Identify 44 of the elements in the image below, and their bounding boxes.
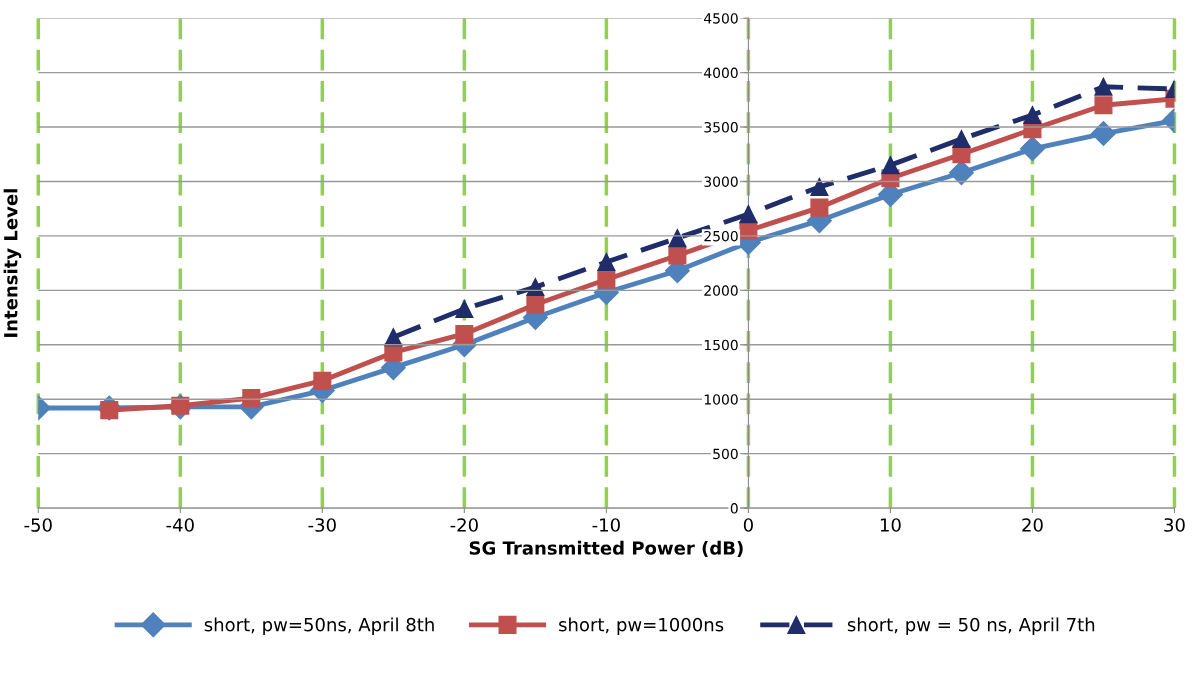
point: [313, 371, 332, 390]
x-tick-label: -40: [166, 518, 194, 532]
x-tick-label: -50: [24, 518, 52, 532]
y-tick-label: 4000: [704, 67, 738, 79]
point: [455, 299, 474, 318]
point: [881, 156, 900, 175]
y-tick-label: 2500: [704, 230, 738, 242]
point: [1094, 96, 1113, 115]
point: [597, 270, 616, 289]
y-tick-label: 1000: [704, 394, 738, 405]
x-tick-label: -30: [308, 518, 336, 532]
x-tick-label: 30: [1164, 518, 1185, 532]
point: [810, 198, 829, 217]
y-tick-label: 0: [730, 503, 738, 514]
y-tick-label: 2000: [704, 285, 738, 296]
x-tick-label: -10: [592, 518, 620, 532]
y-tick-label: 3500: [704, 122, 738, 133]
point: [948, 160, 974, 186]
y-tick-label: 4500: [704, 13, 738, 24]
point: [526, 295, 545, 314]
legend-label: short, pw = 50 ns, April 7th: [847, 617, 1095, 635]
point: [597, 253, 616, 272]
point: [1023, 106, 1042, 125]
y-tick-label: 500: [713, 448, 738, 460]
point: [668, 229, 687, 248]
x-tick-label: -20: [450, 518, 478, 532]
y-tick-label: 3000: [704, 176, 738, 187]
point: [668, 246, 687, 265]
point: [526, 278, 545, 297]
point: [739, 205, 758, 224]
x-tick-label: 0: [743, 518, 753, 532]
x-axis-title: SG Transmitted Power (dB): [469, 540, 743, 557]
point: [810, 177, 829, 196]
x-tick-label: 20: [1022, 518, 1043, 532]
point: [1094, 77, 1113, 96]
point: [1019, 136, 1045, 162]
point: [242, 389, 261, 408]
point: [455, 324, 474, 343]
y-tick-label: 1500: [704, 339, 738, 351]
legend-label: short, pw=50ns, April 8th: [204, 617, 434, 635]
point: [952, 129, 971, 149]
x-tick-label: 10: [880, 518, 901, 532]
legend-label: short, pw=1000ns: [559, 617, 724, 635]
y-axis-title: Intensity Level: [3, 189, 22, 337]
